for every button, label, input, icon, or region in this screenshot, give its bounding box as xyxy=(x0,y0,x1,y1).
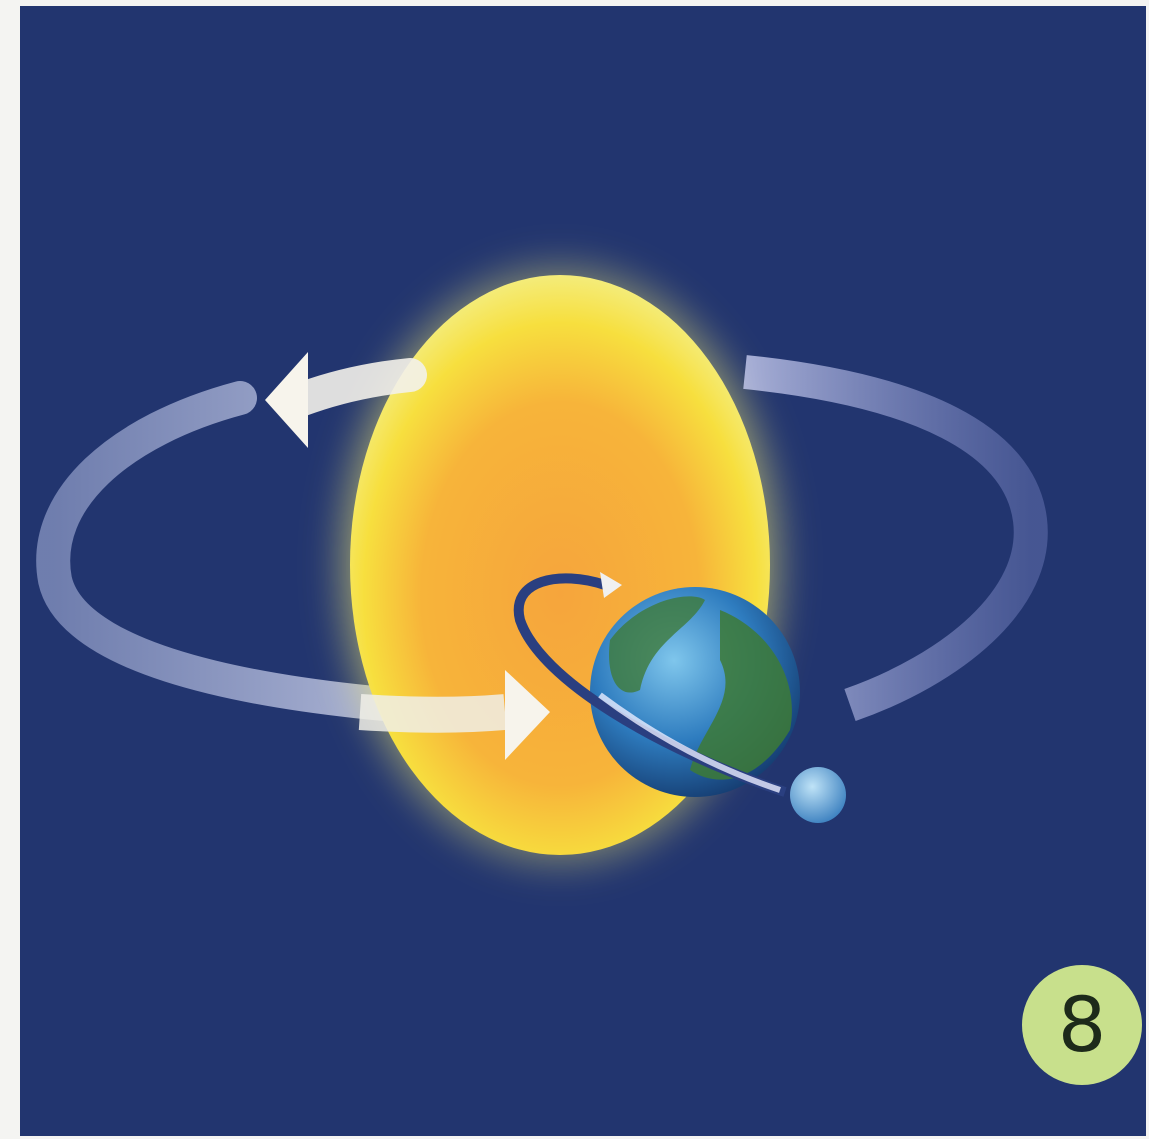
orbit-arrowhead xyxy=(505,670,550,760)
moon-orbit-arrow xyxy=(600,572,622,598)
earth-land xyxy=(609,596,705,693)
orbit-band xyxy=(36,381,532,729)
moon-orbit-highlight xyxy=(598,692,781,793)
orbit-band xyxy=(743,355,1048,722)
orbit-arrowhead xyxy=(265,352,308,448)
orbit-band xyxy=(283,358,427,417)
orbit-band xyxy=(358,694,507,733)
moon xyxy=(790,767,846,823)
badge-circle xyxy=(1022,965,1142,1085)
earth-land xyxy=(690,610,792,780)
badge-label: 8 xyxy=(1058,980,1106,1069)
